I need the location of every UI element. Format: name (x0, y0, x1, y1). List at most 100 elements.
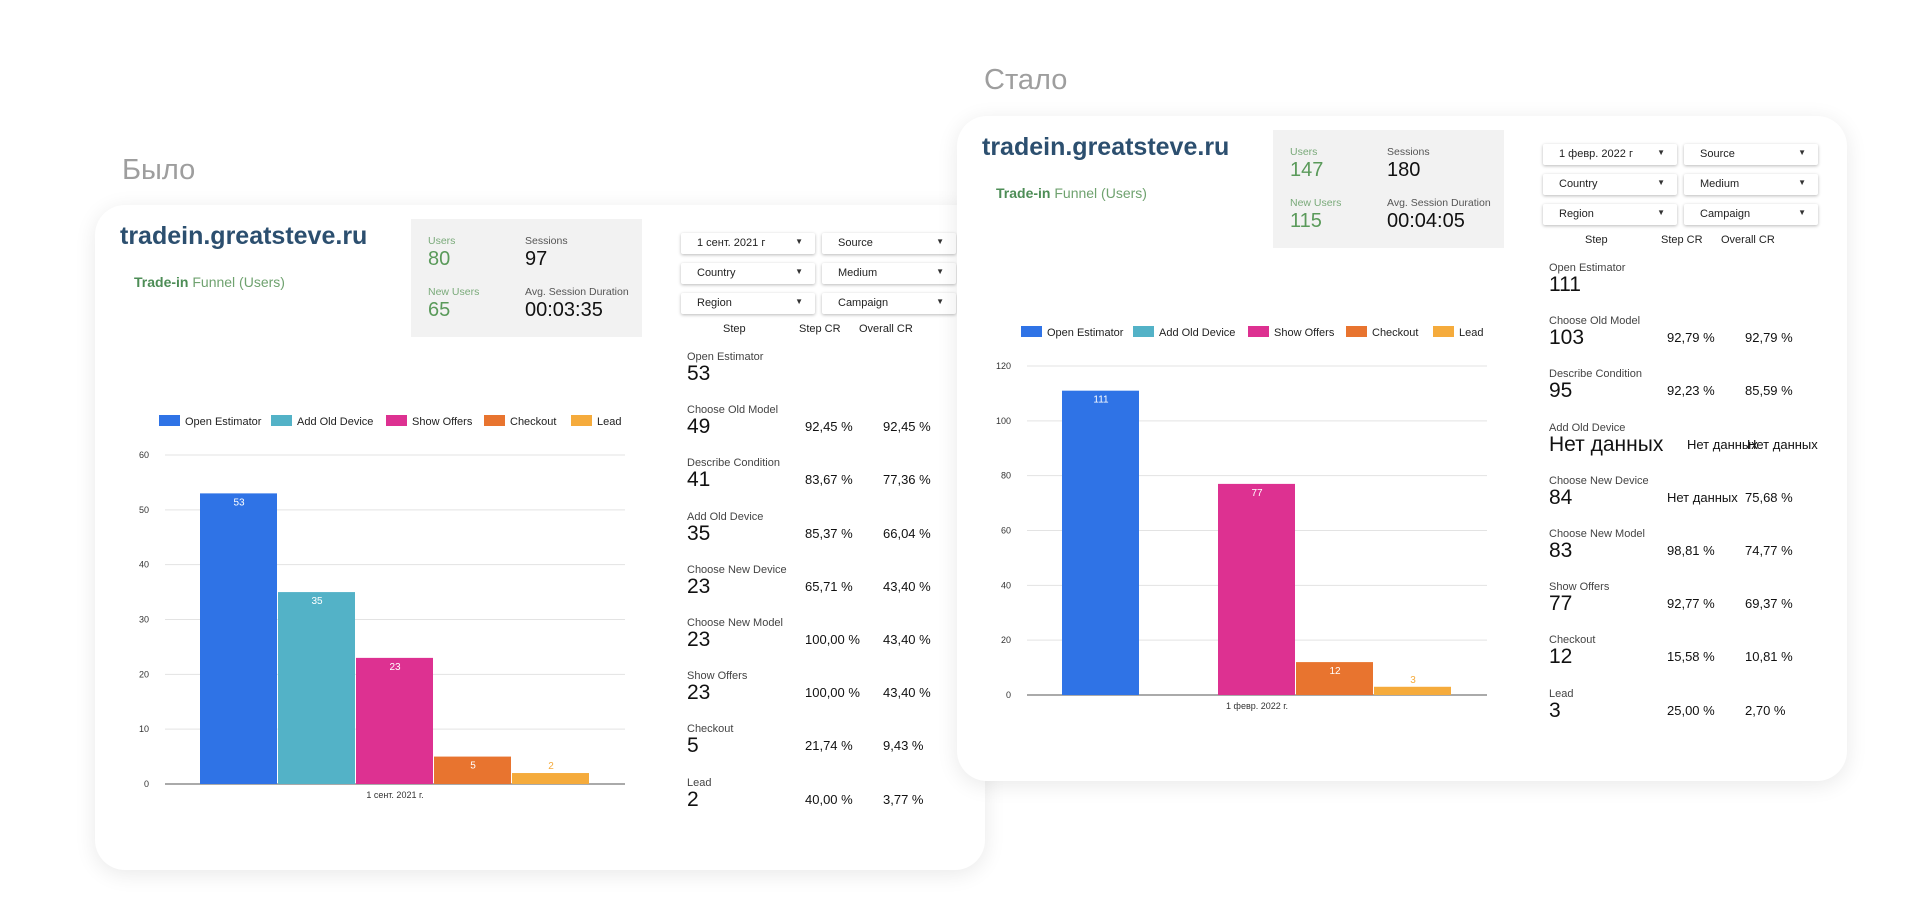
source-filter[interactable]: Source ▼ (822, 233, 956, 254)
step-cr-value: 65,71 % (805, 578, 853, 594)
legend-item[interactable]: Add Old Device (271, 415, 373, 428)
caret-down-icon: ▼ (936, 237, 944, 246)
step-column-header[interactable]: Step (1585, 234, 1608, 246)
before-dashboard-card: tradein.greatsteve.ru Trade-in Funnel (U… (95, 205, 985, 870)
legend-label: Lead (597, 416, 622, 428)
after-dashboard-card: tradein.greatsteve.ru Trade-in Funnel (U… (957, 116, 1847, 781)
site-title[interactable]: tradein.greatsteve.ru (982, 133, 1230, 161)
x-category-label: 1 февр. 2022 г. (1226, 701, 1288, 711)
step-value: 95 (1549, 379, 1573, 403)
step-cr-value: 92,77 % (1667, 596, 1715, 612)
medium-filter[interactable]: Medium ▼ (822, 263, 956, 284)
overall-cr-value: 43,40 % (883, 632, 931, 647)
bar-data-label: 23 (389, 662, 401, 673)
overall-cr-value: 43,40 % (883, 578, 931, 594)
y-tick-label: 10 (139, 724, 149, 734)
y-tick-label: 0 (144, 779, 149, 789)
legend-item[interactable]: Checkout (1346, 326, 1418, 339)
bar (1218, 483, 1295, 695)
legend-item[interactable]: Add Old Device (1133, 326, 1235, 339)
step-cr-value: Нет данных (1667, 489, 1738, 505)
step-cr-value: 92,23 % (1667, 383, 1715, 399)
overall-cr-value: 69,37 % (1745, 596, 1793, 612)
scorecard-panel: Users 80 Sessions 97 New Users 65 Avg. S… (411, 219, 642, 337)
caret-down-icon: ▼ (936, 297, 944, 306)
step-value: 5 (687, 734, 699, 758)
medium-filter[interactable]: Medium ▼ (1684, 174, 1818, 195)
step-name: Choose Old Model (1549, 315, 1641, 328)
legend-item[interactable]: Open Estimator (159, 415, 261, 428)
overall-cr-value: Нет данных (1747, 436, 1818, 452)
funnel-step-row: Choose Old Model 103 92,79 % 92,79 % (1549, 315, 1829, 365)
funnel-step-row: Choose New Device 84 Нет данных 75,68 % (1549, 475, 1829, 525)
step-cr-value: 92,79 % (1667, 330, 1715, 346)
legend-item[interactable]: Show Offers (1248, 326, 1334, 339)
funnel-step-row: Checkout 12 15,58 % 10,81 % (1549, 634, 1829, 684)
bar-data-label: 35 (311, 596, 323, 607)
legend-item[interactable]: Lead (571, 415, 621, 428)
overall-cr-column-header[interactable]: Overall CR (1721, 234, 1775, 246)
caret-down-icon: ▼ (795, 297, 803, 306)
step-value: Нет данных (1549, 432, 1664, 456)
bar (278, 592, 355, 784)
overall-cr-value: 77,36 % (883, 472, 931, 488)
users-scorecard: Users 80 (428, 235, 456, 270)
step-cr-column-header[interactable]: Step CR (799, 323, 841, 335)
session-duration-scorecard: Avg. Session Duration 00:03:35 (525, 286, 629, 321)
campaign-filter[interactable]: Campaign ▼ (822, 293, 956, 314)
step-cr-column-header[interactable]: Step CR (1661, 234, 1703, 246)
country-filter[interactable]: Country ▼ (681, 263, 815, 284)
bar (200, 493, 277, 784)
caret-down-icon: ▼ (1798, 208, 1806, 217)
step-column-header[interactable]: Step (723, 323, 746, 335)
step-cr-value: 92,45 % (805, 419, 853, 435)
step-value: 23 (687, 628, 711, 651)
step-name: Show Offers (687, 670, 748, 683)
bar (434, 756, 511, 784)
date-range-filter[interactable]: 1 февр. 2022 г ▼ (1543, 144, 1677, 165)
region-filter[interactable]: Region ▼ (681, 293, 815, 314)
step-cr-value: 83,67 % (805, 472, 853, 488)
caret-down-icon: ▼ (1657, 148, 1665, 157)
new-users-scorecard: New Users 65 (428, 286, 480, 321)
overall-cr-value: 85,59 % (1745, 383, 1793, 399)
step-value: 77 (1549, 592, 1573, 616)
funnel-step-row: Describe Condition 95 92,23 % 85,59 % (1549, 368, 1829, 418)
site-title[interactable]: tradein.greatsteve.ru (120, 222, 368, 250)
step-name: Checkout (1549, 634, 1596, 647)
legend-item[interactable]: Lead (1433, 326, 1483, 339)
legend-item[interactable]: Checkout (484, 415, 556, 428)
step-name: Choose New Model (687, 617, 783, 629)
overall-cr-value: 66,04 % (883, 525, 931, 541)
date-range-filter[interactable]: 1 сент. 2021 г ▼ (681, 233, 815, 254)
step-name: Choose New Device (1549, 474, 1649, 487)
funnel-step-row: Open Estimator 53 (687, 351, 967, 401)
campaign-filter[interactable]: Campaign ▼ (1684, 204, 1818, 225)
step-name: Choose Old Model (687, 404, 779, 417)
region-filter[interactable]: Region ▼ (1543, 204, 1677, 225)
legend-swatch (159, 415, 180, 426)
sessions-scorecard: Sessions 180 (1387, 146, 1430, 181)
source-filter[interactable]: Source ▼ (1684, 144, 1818, 165)
overall-cr-column-header[interactable]: Overall CR (859, 323, 913, 335)
y-tick-label: 60 (1001, 526, 1011, 536)
legend-item[interactable]: Show Offers (386, 415, 472, 428)
step-cr-value: 40,00 % (805, 791, 853, 807)
funnel-title: Trade-in Funnel (Users) (134, 274, 285, 290)
step-cr-value: 100,00 % (805, 632, 860, 647)
step-name: Checkout (687, 723, 734, 736)
legend-label: Open Estimator (1047, 327, 1124, 339)
legend-swatch (1133, 326, 1154, 337)
step-value: 53 (687, 362, 711, 385)
overall-cr-value: 2,70 % (1745, 702, 1786, 718)
legend-item[interactable]: Open Estimator (1021, 326, 1123, 339)
overall-cr-value: 75,68 % (1745, 489, 1793, 505)
step-value: 23 (687, 681, 711, 705)
country-filter[interactable]: Country ▼ (1543, 174, 1677, 195)
step-cr-value: 100,00 % (805, 685, 860, 701)
overall-cr-value: 92,79 % (1745, 330, 1793, 346)
bar-data-label: 5 (470, 761, 476, 772)
y-tick-label: 40 (139, 560, 149, 570)
step-cr-value: Нет данных (1687, 436, 1758, 452)
step-value: 83 (1549, 539, 1573, 562)
